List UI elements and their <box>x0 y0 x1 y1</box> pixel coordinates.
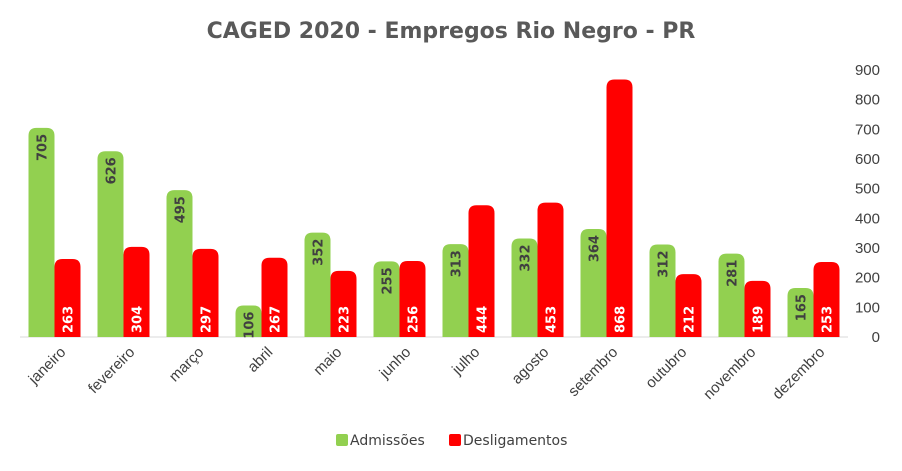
y-tick-label: 400 <box>855 210 880 227</box>
data-label-desligamentos-janeiro: 263 <box>62 306 77 333</box>
bar-desligamentos-fevereiro <box>123 246 150 337</box>
x-tick-label-maio: maio <box>310 344 345 379</box>
bar-admissoes-maio <box>304 232 331 337</box>
bar-desligamentos-janeiro <box>54 258 81 337</box>
data-label-desligamentos-julho: 444 <box>476 306 491 333</box>
data-label-admissoes-dezembro: 165 <box>795 294 810 321</box>
bar-admissoes-marco <box>166 190 193 337</box>
data-label-desligamentos-junho: 256 <box>407 306 422 333</box>
bar-admissoes-setembro <box>580 229 607 337</box>
data-label-admissoes-agosto: 332 <box>519 245 534 272</box>
y-axis: 0 100 200 300 400 500 600 700 800 900 <box>855 62 880 346</box>
data-label-admissoes-julho: 313 <box>450 250 465 277</box>
y-tick-label: 0 <box>872 329 880 346</box>
bar-desligamentos-maio <box>330 270 357 337</box>
x-tick-label-agosto: agosto <box>508 344 552 388</box>
data-label-admissoes-fevereiro: 626 <box>105 157 120 184</box>
data-label-admissoes-marco: 495 <box>174 196 189 223</box>
x-tick-label-novembro: novembro <box>700 344 759 403</box>
bar-admissoes-julho <box>442 244 469 337</box>
data-label-admissoes-maio: 352 <box>312 239 327 266</box>
bar-admissoes-outubro <box>649 244 676 337</box>
bar-desligamentos-abril <box>261 257 288 337</box>
y-tick-label: 600 <box>855 151 880 168</box>
x-axis: janeiro fevereiro março abril maio junho julho… <box>25 344 829 403</box>
x-tick-label-janeiro: janeiro <box>25 344 70 389</box>
data-label-desligamentos-novembro: 189 <box>752 306 767 333</box>
y-tick-label: 900 <box>855 62 880 79</box>
data-label-admissoes-setembro: 364 <box>588 235 603 262</box>
data-label-desligamentos-agosto: 453 <box>545 306 560 333</box>
data-label-desligamentos-abril: 267 <box>269 306 284 333</box>
bar-desligamentos-outubro <box>675 274 702 337</box>
bar-admissoes-fevereiro <box>97 151 124 337</box>
data-label-admissoes-outubro: 312 <box>657 250 672 277</box>
bar-desligamentos-junho <box>399 261 426 337</box>
bar-desligamentos-setembro <box>606 79 633 337</box>
data-label-desligamentos-marco: 297 <box>200 306 215 333</box>
bar-admissoes-abril <box>235 305 262 337</box>
data-label-admissoes-novembro: 281 <box>726 260 741 287</box>
y-tick-label: 500 <box>855 181 880 198</box>
bar-admissoes-dezembro <box>787 288 814 337</box>
legend: Admissões Desligamentos <box>336 433 567 449</box>
y-tick-label: 200 <box>855 270 880 287</box>
bar-desligamentos-novembro <box>744 280 771 337</box>
data-label-desligamentos-dezembro: 253 <box>821 306 836 333</box>
chart-title: CAGED 2020 - Empregos Rio Negro - PR <box>207 19 696 44</box>
y-tick-label: 100 <box>855 299 880 316</box>
bar-admissoes-agosto <box>511 238 538 337</box>
data-label-admissoes-abril: 106 <box>243 312 258 339</box>
x-tick-label-fevereiro: fevereiro <box>85 344 138 397</box>
x-tick-label-junho: junho <box>376 344 415 383</box>
x-tick-label-julho: julho <box>448 344 483 379</box>
bar-desligamentos-marco <box>192 248 219 337</box>
data-label-desligamentos-outubro: 212 <box>683 306 698 333</box>
y-tick-label: 800 <box>855 92 880 109</box>
bar-admissoes-junho <box>373 261 400 337</box>
x-tick-label-setembro: setembro <box>565 344 621 400</box>
x-tick-label-abril: abril <box>244 344 276 376</box>
bar-desligamentos-julho <box>468 205 495 337</box>
legend-swatch-admissoes <box>336 434 348 446</box>
legend-label-admissoes: Admissões <box>350 433 425 449</box>
data-label-desligamentos-maio: 223 <box>338 306 353 333</box>
data-label-desligamentos-fevereiro: 304 <box>131 306 146 333</box>
legend-label-desligamentos: Desligamentos <box>463 433 567 449</box>
x-tick-label-dezembro: dezembro <box>769 344 828 403</box>
legend-swatch-desligamentos <box>449 434 461 446</box>
bar-desligamentos-dezembro <box>813 261 840 337</box>
bar-desligamentos-agosto <box>537 202 564 337</box>
data-label-admissoes-junho: 255 <box>381 267 396 294</box>
data-labels: 705 263 626 304 495 297 106 267 352 223 255 256 313 4… <box>36 134 836 339</box>
x-tick-label-marco: março <box>166 344 207 385</box>
data-label-desligamentos-setembro: 868 <box>614 306 629 333</box>
bars <box>28 79 840 337</box>
bar-admissoes-novembro <box>718 253 745 337</box>
data-label-admissoes-janeiro: 705 <box>36 134 51 161</box>
bar-admissoes-janeiro <box>28 127 55 337</box>
y-tick-label: 300 <box>855 240 880 257</box>
x-tick-label-outubro: outubro <box>642 344 690 392</box>
y-tick-label: 700 <box>855 121 880 138</box>
